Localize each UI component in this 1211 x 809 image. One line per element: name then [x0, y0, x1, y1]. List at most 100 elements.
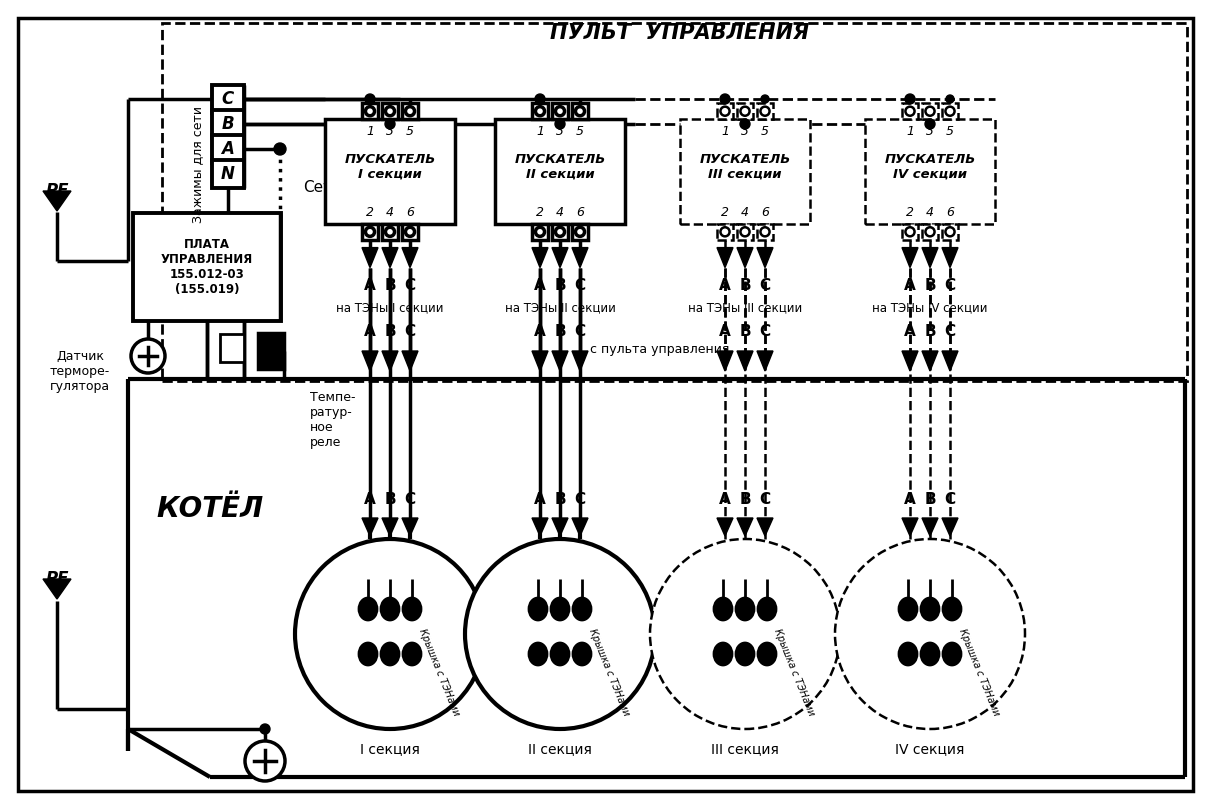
Ellipse shape — [403, 598, 421, 620]
Circle shape — [925, 227, 935, 236]
Polygon shape — [532, 248, 549, 268]
Ellipse shape — [899, 643, 917, 665]
Circle shape — [836, 539, 1025, 729]
Circle shape — [406, 227, 414, 236]
Text: Крышка с ТЭНами: Крышка с ТЭНами — [587, 627, 631, 717]
Circle shape — [535, 94, 545, 104]
Text: 1: 1 — [906, 125, 914, 138]
Text: B: B — [924, 278, 936, 293]
Ellipse shape — [551, 598, 569, 620]
Bar — [212, 160, 243, 188]
Text: A: A — [719, 278, 731, 293]
Polygon shape — [717, 248, 733, 268]
Polygon shape — [737, 248, 753, 268]
Bar — [681, 119, 810, 224]
Text: с пульта управления: с пульта управления — [590, 342, 730, 355]
Text: PE: PE — [45, 182, 69, 200]
Bar — [573, 224, 587, 239]
Ellipse shape — [736, 643, 754, 665]
Ellipse shape — [358, 643, 377, 665]
Text: ПУЛЬТ  УПРАВЛЕНИЯ: ПУЛЬТ УПРАВЛЕНИЯ — [550, 23, 810, 43]
Text: 3: 3 — [556, 125, 564, 138]
Text: II секция: II секция — [528, 742, 592, 756]
Circle shape — [721, 107, 729, 116]
Ellipse shape — [922, 643, 939, 665]
Circle shape — [260, 724, 270, 734]
Polygon shape — [737, 351, 753, 371]
Polygon shape — [942, 351, 958, 371]
Bar — [717, 224, 733, 239]
Ellipse shape — [381, 643, 398, 665]
Text: на ТЭНы III секции: на ТЭНы III секции — [688, 301, 802, 314]
Ellipse shape — [529, 598, 547, 620]
Text: ПУСКАТЕЛЬ
IV секции: ПУСКАТЕЛЬ IV секции — [884, 153, 976, 180]
Bar — [383, 224, 397, 239]
Circle shape — [906, 107, 914, 116]
Circle shape — [721, 227, 729, 236]
Text: IV секция: IV секция — [895, 742, 965, 756]
Polygon shape — [922, 351, 939, 371]
Text: 5: 5 — [406, 125, 414, 138]
Polygon shape — [902, 248, 918, 268]
Text: 4: 4 — [386, 205, 394, 218]
Bar — [737, 224, 753, 239]
Text: на ТЭНы IV секции: на ТЭНы IV секции — [872, 301, 988, 314]
Text: 2: 2 — [536, 205, 544, 218]
Bar — [757, 224, 773, 239]
Text: C: C — [404, 492, 415, 506]
Text: A: A — [905, 324, 916, 338]
Polygon shape — [44, 191, 71, 211]
Bar — [258, 333, 285, 369]
Bar — [942, 104, 958, 119]
Text: 4: 4 — [926, 205, 934, 218]
Text: Крышка с ТЭНами: Крышка с ТЭНами — [958, 627, 1001, 717]
Circle shape — [575, 107, 585, 116]
Text: B: B — [384, 492, 396, 506]
Circle shape — [740, 119, 750, 129]
Bar — [737, 104, 753, 119]
Text: на ТЭНы II секции: на ТЭНы II секции — [505, 301, 615, 314]
Text: III секция: III секция — [711, 742, 779, 756]
Polygon shape — [552, 351, 568, 371]
Circle shape — [761, 107, 769, 116]
Polygon shape — [362, 351, 378, 371]
Polygon shape — [381, 351, 398, 371]
Ellipse shape — [899, 598, 917, 620]
Circle shape — [721, 94, 730, 104]
Text: 3: 3 — [926, 125, 934, 138]
Bar — [133, 213, 281, 321]
Text: 3: 3 — [741, 125, 748, 138]
Text: B: B — [924, 324, 936, 338]
Circle shape — [295, 539, 484, 729]
Ellipse shape — [758, 643, 776, 665]
Bar — [212, 135, 243, 163]
Text: B: B — [384, 278, 396, 293]
Text: B: B — [555, 278, 566, 293]
Ellipse shape — [943, 643, 962, 665]
Text: C: C — [945, 492, 955, 506]
Text: 1: 1 — [366, 125, 374, 138]
Bar — [902, 104, 918, 119]
Bar — [495, 119, 625, 224]
Bar — [402, 224, 418, 239]
Bar — [325, 119, 455, 224]
Text: Крышка с ТЭНами: Крышка с ТЭНами — [418, 627, 461, 717]
Text: B: B — [739, 324, 751, 338]
Polygon shape — [922, 248, 939, 268]
Text: A: A — [365, 278, 375, 293]
Circle shape — [535, 107, 545, 116]
Ellipse shape — [573, 598, 591, 620]
Text: ПУСКАТЕЛЬ
III секции: ПУСКАТЕЛЬ III секции — [699, 153, 791, 180]
Text: C: C — [759, 278, 770, 293]
Bar — [923, 224, 937, 239]
Circle shape — [761, 227, 769, 236]
Circle shape — [740, 107, 750, 116]
Ellipse shape — [922, 598, 939, 620]
Text: Датчик
терморе-
гулятора: Датчик терморе- гулятора — [50, 349, 110, 392]
Polygon shape — [362, 248, 378, 268]
Text: 2: 2 — [366, 205, 374, 218]
Polygon shape — [381, 248, 398, 268]
Polygon shape — [717, 518, 733, 536]
Circle shape — [905, 94, 916, 104]
Bar — [220, 334, 243, 362]
